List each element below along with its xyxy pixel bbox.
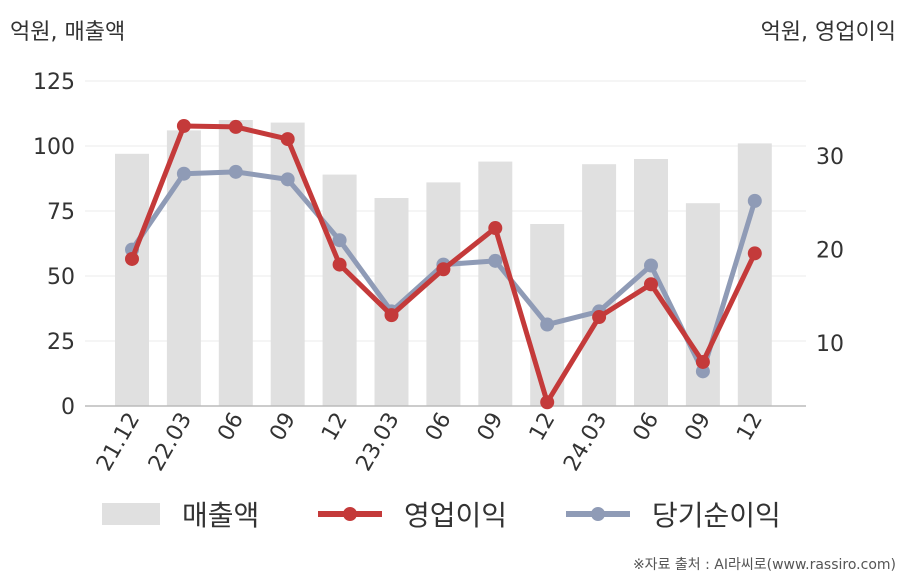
y-left-tick-label: 75 <box>47 200 75 225</box>
point-net-profit <box>228 164 243 179</box>
x-tick-label: 22.03 <box>144 409 197 476</box>
source-note: ※자료 출처 : AI라씨로(www.rassiro.com) <box>632 557 896 573</box>
x-tick-label: 12 <box>525 409 561 446</box>
x-tick-label: 09 <box>680 409 716 446</box>
point-operating-profit <box>488 221 503 236</box>
y-axis-right-unit: 억원, 영업이익 <box>760 20 896 45</box>
bar-revenue <box>426 182 461 406</box>
legend: 매출액 영업이익 당기순이익 <box>0 494 908 534</box>
y-left-tick-label: 25 <box>47 330 75 355</box>
bar-revenue <box>115 153 149 406</box>
point-net-profit <box>176 166 191 181</box>
y-left-tick-label: 0 <box>61 395 75 420</box>
point-net-profit <box>540 317 555 332</box>
point-operating-profit <box>592 310 607 325</box>
y-left-tick-label: 125 <box>33 70 75 95</box>
legend-swatch-operating-profit <box>318 503 382 525</box>
x-tick-label: 24.03 <box>559 409 612 476</box>
point-operating-profit <box>228 119 243 134</box>
x-tick-label: 09 <box>473 409 509 446</box>
legend-item-operating-profit: 영업이익 <box>318 494 507 534</box>
x-tick-label: 06 <box>421 409 457 446</box>
y-left-tick-label: 50 <box>47 265 75 290</box>
y-axis-left-unit: 억원, 매출액 <box>10 20 126 45</box>
point-operating-profit <box>747 246 762 261</box>
point-operating-profit <box>280 132 295 147</box>
legend-item-net-profit: 당기순이익 <box>566 494 781 534</box>
point-operating-profit <box>332 257 347 272</box>
legend-label-revenue: 매출액 <box>182 499 260 532</box>
x-tick-label: 06 <box>629 409 665 446</box>
point-net-profit <box>332 233 347 248</box>
bar-revenue <box>582 164 617 406</box>
bar-revenue <box>530 224 565 406</box>
point-operating-profit <box>644 277 658 292</box>
y-right-tick-label: 20 <box>816 239 844 264</box>
y-right-tick-label: 10 <box>816 332 844 357</box>
legend-swatch-net-profit <box>566 503 630 525</box>
bar-revenue <box>218 120 253 406</box>
legend-item-revenue: 매출액 <box>102 494 259 534</box>
point-net-profit <box>644 258 658 273</box>
point-net-profit <box>280 172 295 187</box>
y-axis-left-ticks: 0 25 50 75 100 125 <box>33 70 75 420</box>
y-left-tick-label: 100 <box>33 135 75 160</box>
y-axis-right-ticks: 10 20 30 <box>816 145 844 357</box>
x-tick-label: 06 <box>213 409 249 446</box>
point-net-profit <box>488 253 503 268</box>
x-tick-label: 12 <box>317 409 353 446</box>
x-tick-label: 09 <box>265 409 301 446</box>
point-operating-profit <box>125 251 139 266</box>
x-tick-label: 21.12 <box>92 409 145 476</box>
legend-label-operating-profit: 영업이익 <box>404 499 508 532</box>
y-right-tick-label: 30 <box>816 145 844 170</box>
bar-series-revenue <box>115 120 772 406</box>
point-operating-profit <box>695 354 710 369</box>
point-operating-profit <box>436 262 451 277</box>
point-operating-profit <box>176 118 191 133</box>
point-operating-profit <box>384 308 399 323</box>
bar-revenue <box>478 161 513 406</box>
point-net-profit <box>747 193 762 208</box>
x-tick-label: 23.03 <box>352 409 405 476</box>
point-operating-profit <box>540 395 555 410</box>
legend-swatch-revenue <box>102 503 160 525</box>
legend-label-net-profit: 당기순이익 <box>652 499 781 532</box>
x-tick-label: 12 <box>732 409 768 446</box>
line-series <box>125 118 762 410</box>
bar-revenue <box>322 174 357 406</box>
